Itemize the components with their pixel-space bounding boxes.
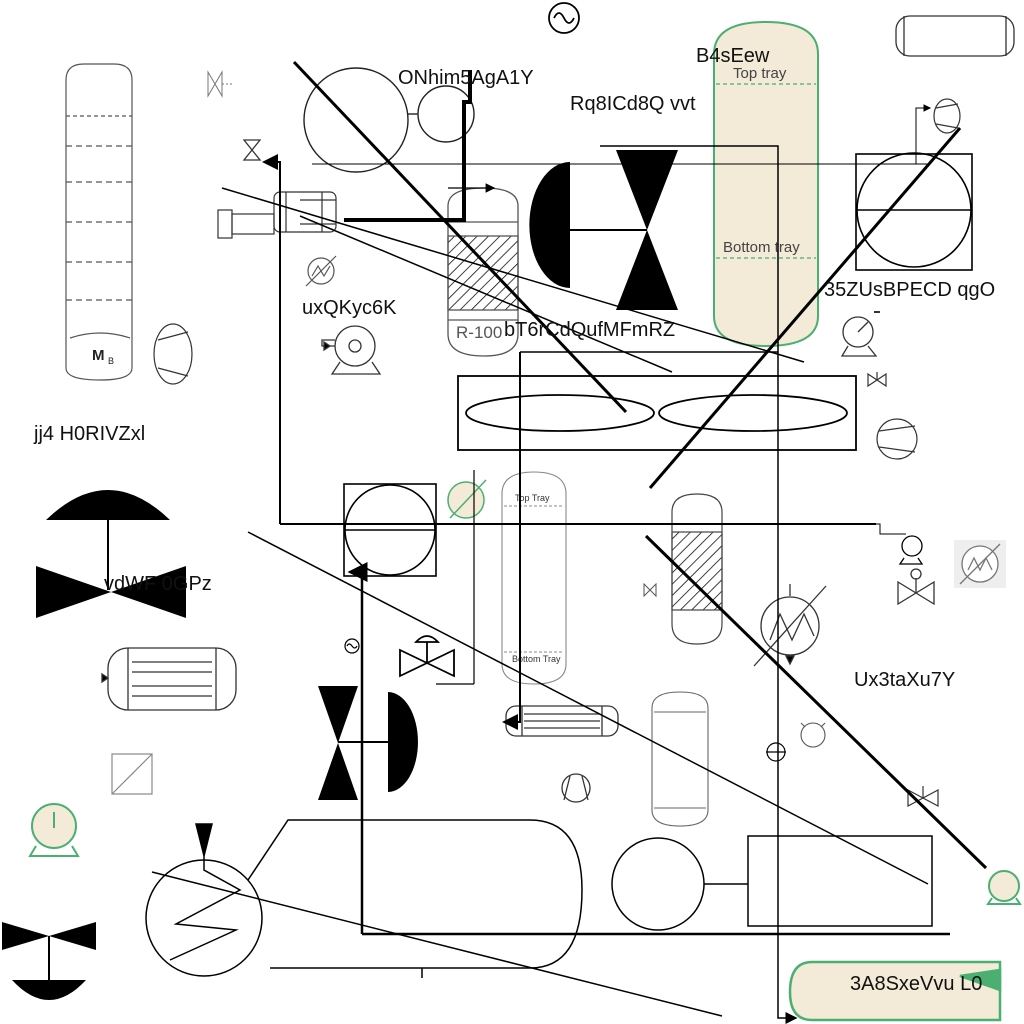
- valve-right-small-icon: [867, 372, 887, 388]
- gate-valve-small-icon: [207, 70, 232, 98]
- double-pipe-exchanger: [457, 375, 857, 451]
- control-valve-right-icon: [897, 568, 935, 606]
- compressor-oval-icon: [153, 323, 193, 385]
- horizontal-drum-top-right: [895, 15, 1015, 57]
- filter-icon: [111, 753, 153, 795]
- check-valve-icon: [766, 742, 786, 762]
- centrifugal-blower-icon: [321, 325, 382, 375]
- fan-small-icon: [800, 722, 826, 748]
- compressor-small-center-icon: [561, 773, 591, 803]
- drum-tag-main: M: [92, 347, 105, 364]
- reactor-tag: R-100: [456, 323, 502, 342]
- column2-top-tray-label: Top Tray: [515, 493, 550, 503]
- labels: ONhim5AgA1Y B4sEew Rq8ICd8Q vvt uxQKyc6K…: [33, 45, 995, 995]
- heat-exchanger-green-icon: [447, 479, 487, 519]
- distillation-column-middle: Top Tray Bottom Tray: [501, 471, 567, 685]
- distillation-column-left: M B: [65, 63, 133, 381]
- valve-small-bottom-right-icon: [907, 786, 939, 807]
- spherical-tank-boxed-right: [855, 152, 973, 271]
- pump-small-right-icon: [898, 535, 924, 565]
- label-jj4-h0rivzxl: jj4 H0RIVZxl: [33, 423, 145, 445]
- motor-symbol-icon: [548, 2, 580, 34]
- spherical-tank-boxed-left: [343, 483, 437, 577]
- label-onhim5aga1y: ONhim5AgA1Y: [398, 67, 534, 89]
- pump-green-left-icon: [28, 803, 80, 857]
- fired-heater-vessel: [145, 819, 583, 978]
- globe-valve-icon: [399, 635, 455, 678]
- drum-tag-sub: B: [108, 356, 114, 366]
- shell-tube-exchanger-left: [101, 647, 237, 711]
- shell-tube-exchanger-center: [505, 705, 619, 737]
- distillation-column-main: Top tray Bottom tray: [713, 20, 819, 348]
- label-vdwf-0gpz: vdWF 0GPz: [104, 573, 212, 595]
- label-3a8sxevvu-l0: 3A8SxeVvu L0: [850, 973, 982, 995]
- column-bottom-tray-label: Bottom tray: [723, 239, 800, 256]
- packed-column: [671, 493, 723, 645]
- heat-exchanger-small-icon: [305, 255, 337, 287]
- control-valve-center-icon: [318, 686, 418, 800]
- compressor-right-icon: [876, 418, 918, 460]
- motor-small-icon: [344, 638, 360, 654]
- process-lines: [151, 60, 988, 1024]
- spherical-tanks: [303, 67, 475, 173]
- control-valve-bottom-left-icon: [2, 922, 96, 1000]
- label-35zusbpecd-qgo: 35ZUsBPECD qgO: [824, 279, 995, 301]
- label-b4seew: B4sEew: [696, 45, 770, 67]
- label-uxqkyc6k: uxQKyc6K: [302, 297, 397, 319]
- compressor-top-right-icon: [933, 98, 961, 134]
- vertical-vessel-center: [651, 691, 709, 827]
- column-top-tray-label: Top tray: [733, 65, 787, 82]
- gate-valve-vertical-icon: [242, 139, 262, 161]
- valve-tiny-icon: [643, 582, 657, 598]
- horizontal-pump-exchanger: [217, 191, 337, 239]
- label-bt6rcdqufmfmrz: bT6rCdQufMFmRZ: [504, 319, 675, 341]
- sphere-and-tank-bottom-right: [611, 835, 933, 931]
- pump-right-icon: [840, 311, 880, 357]
- label-ux3taxu7y: Ux3taXu7Y: [854, 669, 955, 691]
- control-valve-left-icon: [36, 490, 186, 618]
- horizontal-tank-green: [788, 960, 1002, 1022]
- heat-exchanger-right-icon: [954, 540, 1006, 588]
- label-rq8icd8q-vvt: Rq8ICd8Q vvt: [570, 93, 696, 115]
- pump-green-right-icon: [986, 870, 1022, 905]
- control-valve-large-icon: [529, 150, 678, 310]
- column2-bottom-tray-label: Bottom Tray: [512, 654, 561, 664]
